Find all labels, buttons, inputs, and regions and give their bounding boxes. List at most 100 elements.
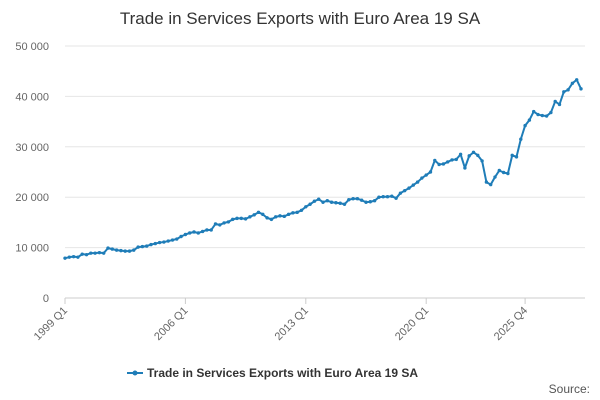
data-point[interactable] bbox=[428, 170, 433, 174]
data-point[interactable] bbox=[205, 228, 209, 232]
data-point[interactable] bbox=[398, 191, 403, 195]
data-point[interactable] bbox=[110, 247, 115, 251]
data-point[interactable] bbox=[338, 201, 342, 205]
data-point[interactable] bbox=[527, 118, 532, 122]
data-point[interactable] bbox=[514, 155, 519, 159]
data-point[interactable] bbox=[308, 202, 312, 206]
data-point[interactable] bbox=[274, 215, 278, 219]
data-point[interactable] bbox=[420, 176, 424, 180]
data-point[interactable] bbox=[321, 200, 325, 204]
data-point[interactable] bbox=[450, 158, 454, 162]
data-point[interactable] bbox=[544, 114, 549, 118]
data-point[interactable] bbox=[501, 170, 506, 175]
data-point[interactable] bbox=[239, 216, 243, 221]
data-point[interactable] bbox=[433, 158, 437, 163]
data-point[interactable] bbox=[140, 244, 145, 249]
data-point[interactable] bbox=[299, 208, 304, 212]
data-point[interactable] bbox=[213, 222, 218, 226]
data-point[interactable] bbox=[278, 214, 282, 218]
data-point[interactable] bbox=[407, 186, 411, 190]
data-point[interactable] bbox=[536, 112, 540, 117]
data-point[interactable] bbox=[411, 183, 415, 187]
data-point[interactable] bbox=[114, 248, 119, 252]
data-point[interactable] bbox=[540, 113, 544, 118]
data-point[interactable] bbox=[347, 198, 351, 202]
data-point[interactable] bbox=[248, 215, 252, 219]
data-point[interactable] bbox=[437, 162, 441, 167]
data-point[interactable] bbox=[325, 199, 329, 203]
data-point[interactable] bbox=[372, 199, 377, 203]
data-point[interactable] bbox=[170, 238, 175, 242]
data-point[interactable] bbox=[136, 245, 140, 249]
data-point[interactable] bbox=[252, 213, 256, 217]
data-point[interactable] bbox=[132, 248, 136, 252]
data-point[interactable] bbox=[364, 200, 368, 204]
data-point[interactable] bbox=[480, 159, 484, 163]
data-point[interactable] bbox=[261, 212, 265, 217]
data-point[interactable] bbox=[467, 154, 471, 158]
data-point[interactable] bbox=[89, 251, 93, 255]
data-point[interactable] bbox=[162, 240, 166, 244]
data-point[interactable] bbox=[342, 202, 347, 206]
data-point[interactable] bbox=[127, 249, 132, 253]
data-point[interactable] bbox=[222, 221, 226, 225]
data-point[interactable] bbox=[334, 201, 338, 205]
data-point[interactable] bbox=[149, 242, 153, 247]
data-point[interactable] bbox=[183, 232, 188, 237]
data-point[interactable] bbox=[579, 87, 583, 91]
data-point[interactable] bbox=[575, 78, 579, 82]
data-point[interactable] bbox=[304, 205, 308, 209]
data-point[interactable] bbox=[549, 110, 553, 115]
data-point[interactable] bbox=[256, 210, 261, 215]
data-point[interactable] bbox=[484, 180, 489, 184]
data-point[interactable] bbox=[570, 81, 575, 86]
data-point[interactable] bbox=[368, 200, 372, 204]
data-point[interactable] bbox=[446, 160, 450, 164]
data-point[interactable] bbox=[441, 162, 446, 166]
data-point[interactable] bbox=[76, 255, 80, 259]
data-point[interactable] bbox=[317, 197, 321, 201]
data-point[interactable] bbox=[265, 216, 269, 220]
data-point[interactable] bbox=[157, 240, 162, 245]
data-point[interactable] bbox=[269, 217, 274, 222]
data-point[interactable] bbox=[71, 254, 76, 259]
data-point[interactable] bbox=[192, 230, 196, 234]
data-point[interactable] bbox=[403, 188, 407, 193]
data-point[interactable] bbox=[291, 211, 295, 215]
data-point[interactable] bbox=[84, 252, 89, 257]
data-point[interactable] bbox=[295, 210, 299, 215]
data-point[interactable] bbox=[209, 228, 213, 232]
data-point[interactable] bbox=[385, 195, 390, 199]
data-point[interactable] bbox=[226, 220, 231, 224]
data-point[interactable] bbox=[188, 231, 192, 235]
data-point[interactable] bbox=[93, 251, 97, 255]
data-point[interactable] bbox=[493, 175, 497, 179]
data-point[interactable] bbox=[506, 171, 510, 176]
data-point[interactable] bbox=[458, 152, 463, 157]
data-point[interactable] bbox=[175, 237, 179, 241]
data-point[interactable] bbox=[415, 180, 420, 184]
data-point[interactable] bbox=[235, 216, 239, 221]
data-point[interactable] bbox=[557, 102, 562, 107]
data-point[interactable] bbox=[312, 199, 317, 203]
data-point[interactable] bbox=[243, 217, 248, 221]
data-point[interactable] bbox=[497, 168, 501, 173]
data-point[interactable] bbox=[286, 212, 291, 217]
data-point[interactable] bbox=[63, 256, 67, 260]
data-point[interactable] bbox=[231, 217, 235, 222]
data-point[interactable] bbox=[463, 166, 467, 170]
data-point[interactable] bbox=[282, 214, 286, 219]
data-point[interactable] bbox=[510, 153, 514, 158]
data-point[interactable] bbox=[119, 248, 123, 253]
data-point[interactable] bbox=[566, 88, 570, 92]
data-point[interactable] bbox=[562, 90, 566, 94]
data-point[interactable] bbox=[102, 251, 106, 255]
legend[interactable]: Trade in Services Exports with Euro Area… bbox=[127, 366, 418, 380]
data-point[interactable] bbox=[355, 197, 360, 201]
data-point[interactable] bbox=[329, 200, 334, 204]
data-point[interactable] bbox=[166, 239, 170, 243]
data-point[interactable] bbox=[454, 157, 458, 162]
data-point[interactable] bbox=[381, 195, 385, 199]
data-point[interactable] bbox=[80, 252, 84, 256]
data-point[interactable] bbox=[424, 173, 428, 177]
